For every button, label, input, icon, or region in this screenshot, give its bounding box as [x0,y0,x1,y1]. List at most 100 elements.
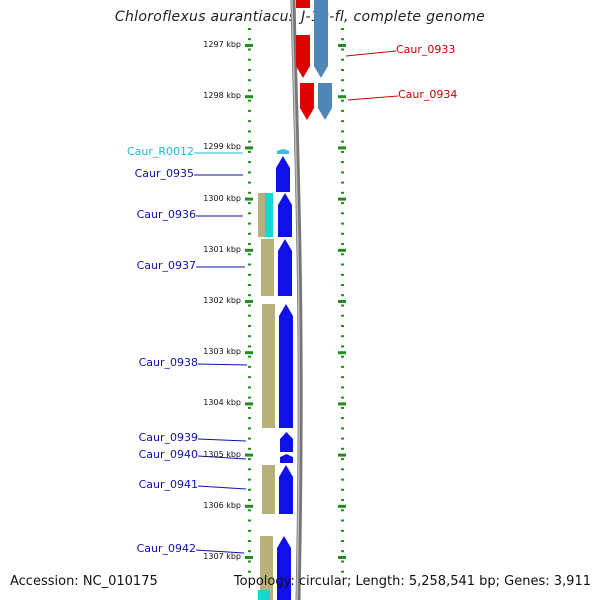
forward-gene-arrow [278,239,292,296]
ruler-minor-tick [341,273,344,276]
ruler-minor-tick [341,284,344,286]
ruler-minor-tick [248,263,251,266]
ruler-minor-tick [341,253,344,256]
gene-label-caur-0939[interactable]: Caur_0939 [138,431,198,444]
ruler-minor-tick [248,335,251,338]
ruler-minor-tick [248,181,251,184]
teal-feature [265,193,273,237]
ruler-major-tick [338,351,346,355]
gene-label-caur-0941[interactable]: Caur_0941 [138,478,198,491]
ruler-minor-tick [341,89,344,92]
ruler-minor-tick [248,273,251,276]
ruler-minor-tick [341,550,344,553]
ruler-major-tick [338,197,346,201]
ruler-minor-tick [248,529,251,532]
ruler-minor-tick [248,243,251,245]
ruler-label: 1301 kbp [203,244,241,254]
gene-label-caur-0942[interactable]: Caur_0942 [136,542,196,555]
ruler-minor-tick [341,243,344,245]
ruler-major-tick [338,44,346,47]
gene-leader-line [345,50,397,57]
ruler-minor-tick [341,345,344,348]
reverse-gene-bar [296,0,310,8]
ruler-minor-tick [341,529,344,532]
ruler-minor-tick [341,335,344,338]
ruler-minor-tick [341,355,344,358]
gene-label-caur-0935[interactable]: Caur_0935 [134,167,194,180]
gene-leader-line [197,455,247,460]
ruler-minor-tick [248,212,251,215]
genome-backbone-highlight [291,0,300,600]
ruler-minor-tick [341,130,344,133]
ruler-minor-tick [248,499,251,501]
ruler-major-tick [245,453,253,457]
ruler-major-tick [245,300,253,303]
ruler-minor-tick [341,427,344,430]
tan-feature [262,304,275,428]
ruler-minor-tick [248,478,251,481]
ruler-minor-tick [248,468,251,471]
ruler-minor-tick [341,386,344,389]
ruler-minor-tick [248,417,251,420]
ruler-major-tick [245,351,253,355]
ruler-minor-tick [341,560,344,563]
ruler-minor-tick [248,304,251,307]
gene-label-caur-0940[interactable]: Caur_0940 [138,448,198,461]
ruler-minor-tick [248,325,251,327]
ruler-minor-tick [341,99,344,102]
gene-leader-line [197,485,247,490]
gene-label-caur-0937[interactable]: Caur_0937 [136,259,196,272]
ruler-minor-tick [341,437,344,440]
ruler-label: 1305 kbp [203,449,241,459]
ruler-minor-tick [341,519,344,522]
ruler-minor-tick [341,69,344,71]
ruler-minor-tick [341,509,344,512]
gene-label-caur-0934[interactable]: Caur_0934 [398,88,458,101]
ruler-minor-tick [341,365,344,368]
ruler-minor-tick [248,161,251,164]
tan-feature [258,193,266,237]
ruler-major-tick [338,146,346,150]
forward-gene-arrow [279,304,293,428]
ruler-minor-tick [341,417,344,420]
ruler-minor-tick [248,171,251,174]
tan-feature [262,465,275,514]
ruler-minor-tick [248,519,251,522]
ruler-minor-tick [248,130,251,133]
ruler-minor-tick [341,396,344,399]
ruler-major-tick [338,453,346,457]
forward-gene-arrow [279,465,293,514]
ruler-major-tick [245,197,253,201]
ruler-minor-tick [248,396,251,399]
ruler-label: 1302 kbp [203,296,241,305]
ruler-minor-tick [341,171,344,174]
ruler-major-tick [338,504,346,508]
reverse-gene-arrow [318,83,332,120]
ruler-minor-tick [341,406,344,409]
gene-label-caur-0936[interactable]: Caur_0936 [136,208,196,221]
reverse-gene-arrow [314,8,328,78]
ruler-minor-tick [248,376,251,379]
ruler-minor-tick [248,38,251,41]
ruler-minor-tick [248,570,251,573]
gene-label-caur-0938[interactable]: Caur_0938 [138,356,198,369]
ruler-minor-tick [341,38,344,41]
ruler-minor-tick [341,540,344,542]
ruler-minor-tick [248,48,251,51]
ruler-major-tick [245,146,253,150]
ruler-label: 1303 kbp [203,347,241,357]
ruler-minor-tick [248,365,251,368]
tan-feature [260,536,273,600]
gene-label-caur-r0012[interactable]: Caur_R0012 [126,145,194,158]
topology-info: Topology: circular; Length: 5,258,541 bp… [233,574,591,589]
ruler-minor-tick [341,570,344,573]
rna-gene-arrow [277,149,289,154]
ruler-major-tick [338,402,346,406]
genome-backbone [290,0,303,600]
ruler-label: 1297 kbp [203,40,241,49]
ruler-major-tick [245,248,253,252]
ruler-minor-tick [248,109,251,112]
gene-label-caur-0933[interactable]: Caur_0933 [396,43,456,56]
forward-gene-arrow [278,193,292,237]
